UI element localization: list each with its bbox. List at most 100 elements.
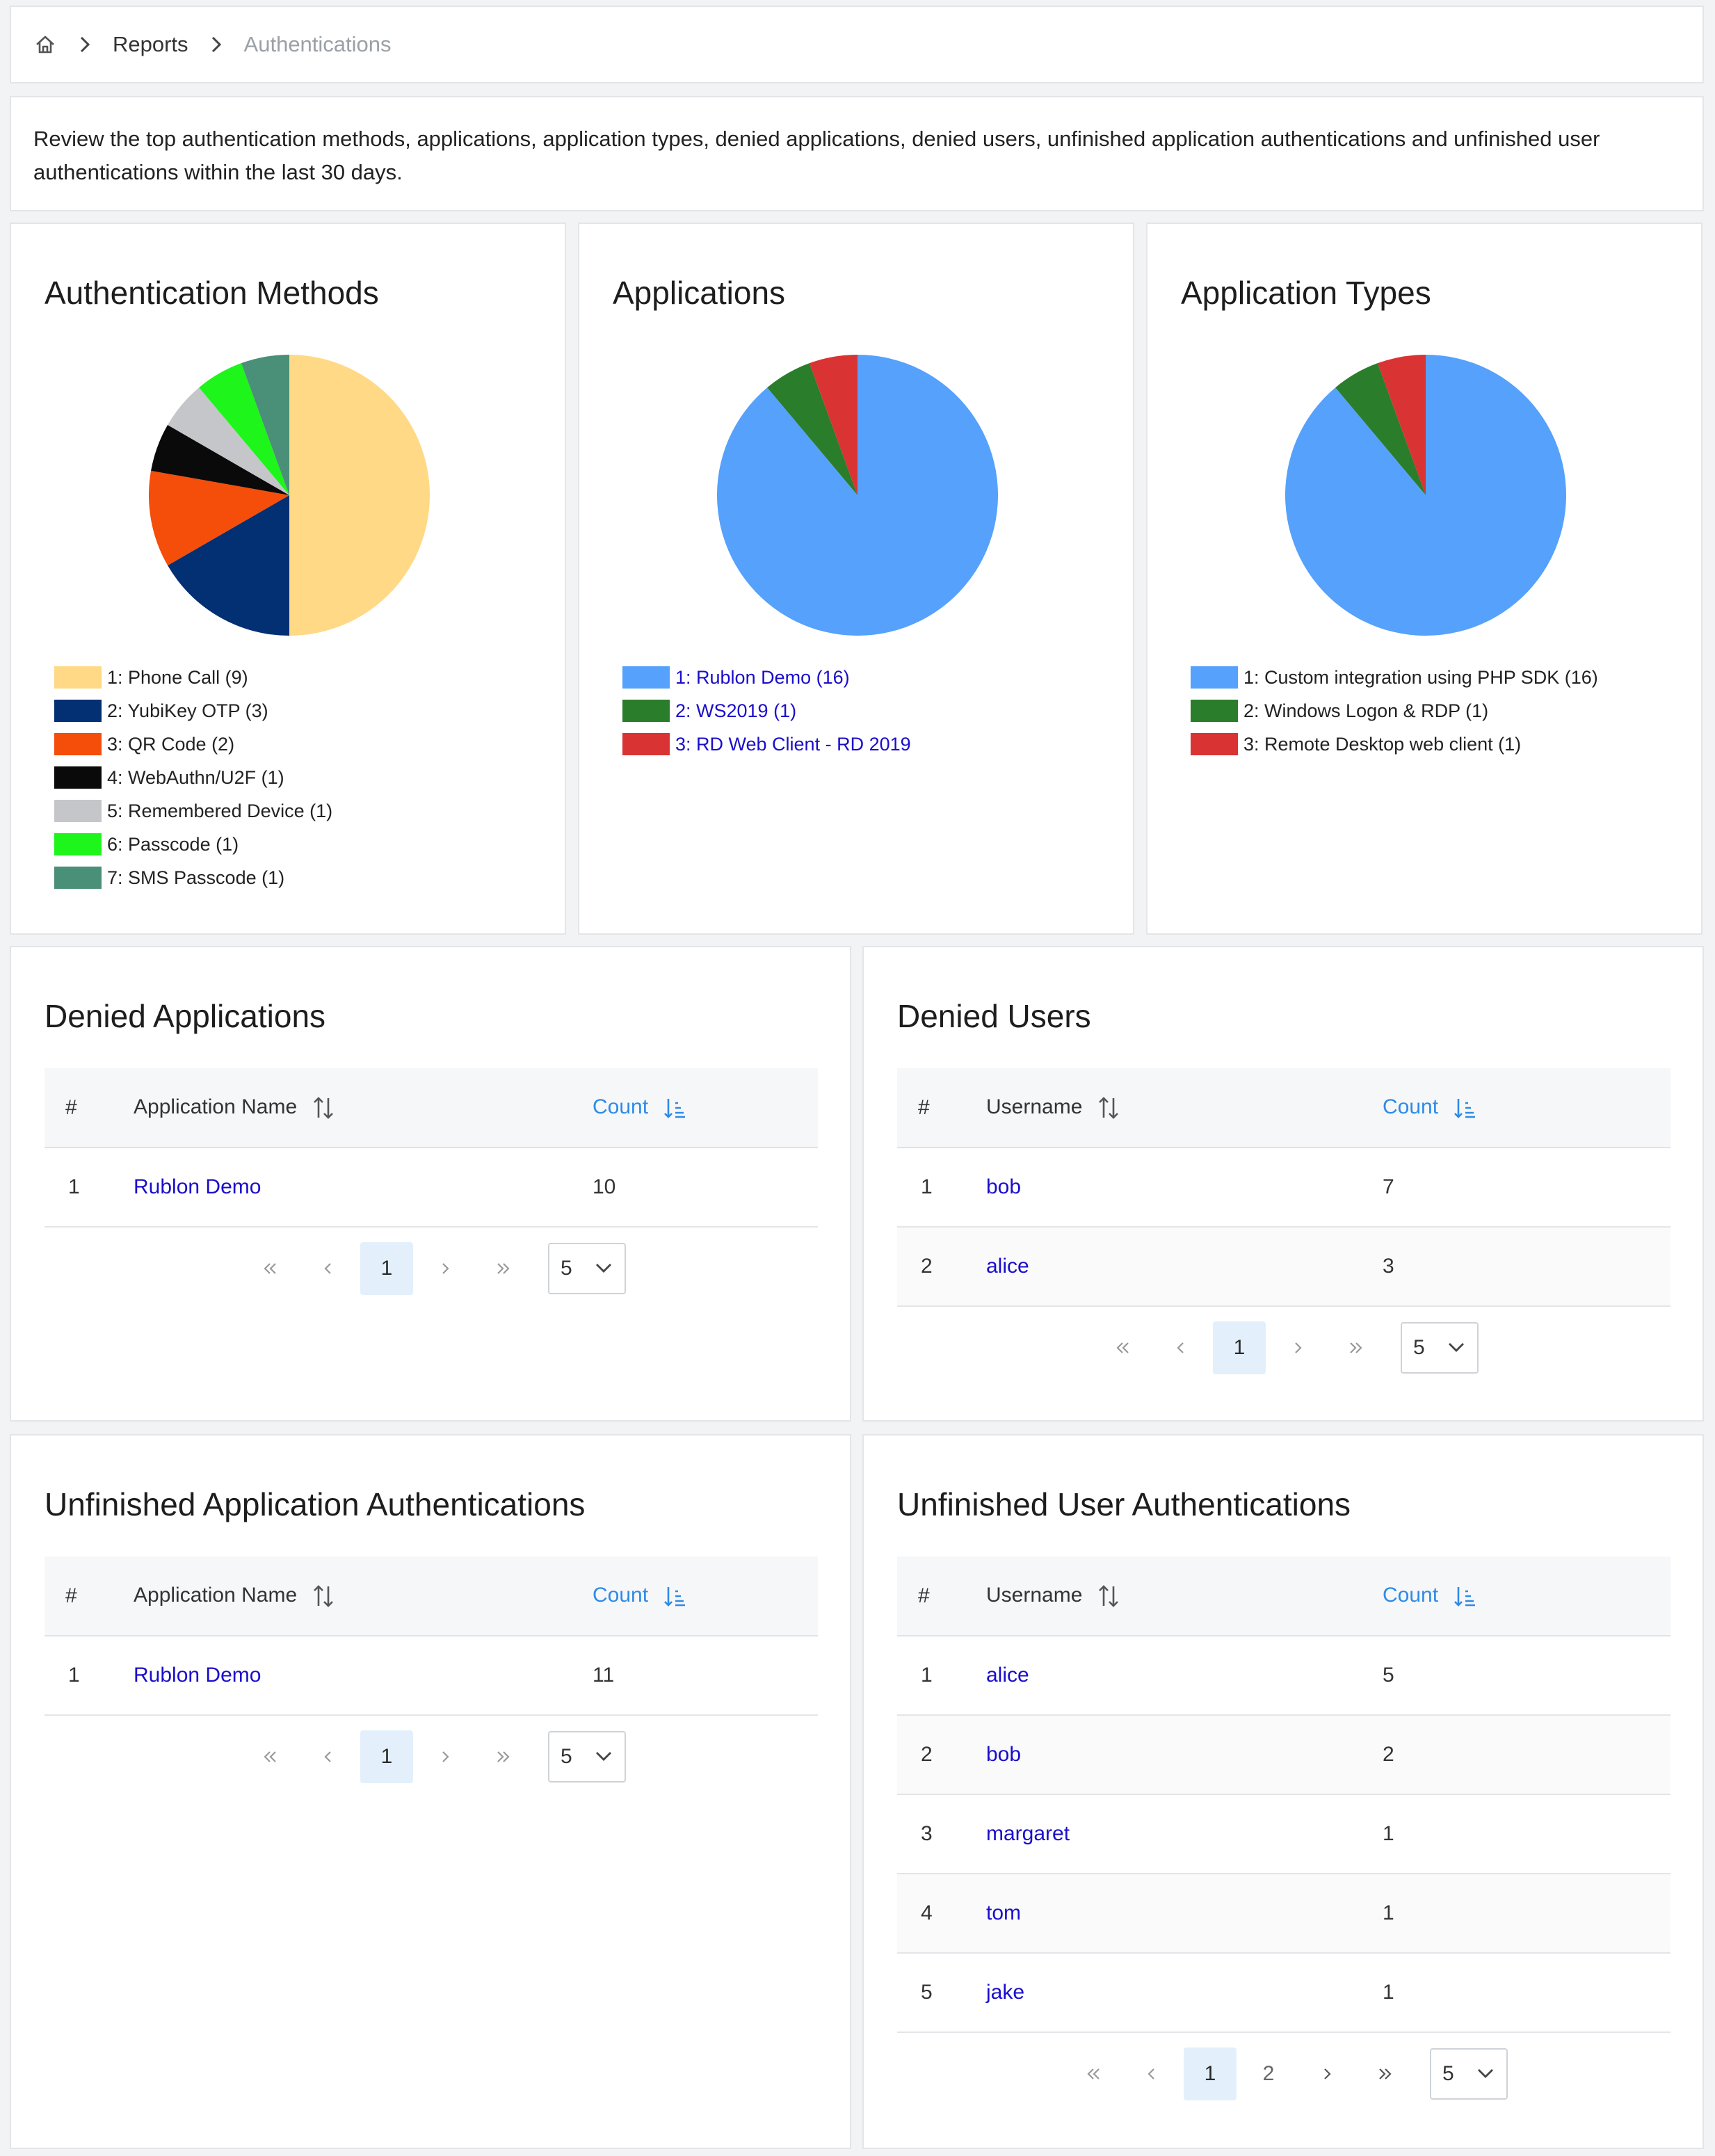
double-chevron-right-icon[interactable] — [477, 1242, 530, 1295]
row-number: 1 — [68, 1664, 80, 1687]
sort-icon[interactable] — [1096, 1583, 1121, 1609]
pie-slice — [168, 387, 289, 495]
col-number: # — [65, 1095, 77, 1119]
double-chevron-left-icon[interactable] — [1096, 1321, 1149, 1374]
description-text: Review the top authentication methods, a… — [33, 127, 1600, 184]
application-link[interactable]: Rublon Demo — [134, 1175, 261, 1198]
col-label: Username — [986, 1583, 1083, 1607]
chevron-left-icon[interactable] — [1154, 1321, 1207, 1374]
col-username[interactable]: Username — [986, 1068, 1383, 1148]
col-application-name[interactable]: Application Name — [134, 1068, 593, 1148]
col-count[interactable]: Count — [593, 1556, 818, 1636]
col-count[interactable]: Count — [593, 1068, 818, 1148]
page-button-2[interactable]: 2 — [1262, 2062, 1275, 2085]
double-chevron-left-icon[interactable] — [243, 1242, 296, 1295]
app-types-title: Application Types — [1181, 275, 1431, 311]
page-button-1[interactable]: 1 — [1184, 2048, 1237, 2100]
chevron-right-icon[interactable] — [1271, 1321, 1324, 1374]
auth-methods-card: Authentication Methods 1: Phone Call (9)… — [10, 223, 566, 935]
user-link[interactable]: jake — [986, 1981, 1025, 2004]
chevron-left-icon[interactable] — [1125, 2048, 1178, 2100]
double-chevron-right-icon[interactable] — [477, 1730, 530, 1783]
unfinished-app-auth-title: Unfinished Application Authentications — [45, 1486, 586, 1522]
legend-item[interactable]: 1: Rublon Demo (16) — [622, 661, 911, 694]
table-row: 4 tom 1 — [897, 1874, 1670, 1953]
breadcrumb-reports[interactable]: Reports — [113, 32, 188, 56]
col-number: # — [918, 1095, 930, 1119]
pie-slice — [1335, 363, 1426, 495]
user-link[interactable]: bob — [986, 1175, 1022, 1198]
breadcrumb-current: Authentications — [243, 32, 392, 56]
page-description: Review the top authentication methods, a… — [10, 96, 1704, 211]
legend-label: 2: YubiKey OTP (3) — [107, 700, 268, 721]
page-size-select[interactable]: 5 — [548, 1731, 626, 1783]
pie-slice — [809, 355, 858, 495]
sort-icon[interactable] — [311, 1583, 336, 1609]
chevron-left-icon[interactable] — [302, 1242, 355, 1295]
col-count[interactable]: Count — [1383, 1556, 1670, 1636]
pie-slice — [241, 355, 289, 495]
legend-swatch — [54, 833, 102, 855]
sort-descending-icon[interactable] — [1452, 1583, 1477, 1609]
page-button-1[interactable]: 1 — [360, 1730, 413, 1783]
page-size-value: 5 — [561, 1257, 572, 1280]
home-icon[interactable] — [33, 33, 57, 56]
legend-swatch — [622, 700, 670, 722]
double-chevron-right-icon[interactable] — [1330, 1321, 1383, 1374]
denied-applications-title: Denied Applications — [45, 998, 326, 1034]
sort-descending-icon[interactable] — [662, 1095, 687, 1121]
row-count: 5 — [1383, 1664, 1394, 1687]
page-button-1[interactable]: 1 — [360, 1242, 413, 1295]
col-label: Count — [593, 1095, 649, 1118]
legend-label: 3: QR Code (2) — [107, 733, 235, 755]
user-link[interactable]: margaret — [986, 1822, 1070, 1845]
sort-descending-icon[interactable] — [662, 1583, 687, 1609]
legend-label: 5: Remembered Device (1) — [107, 800, 333, 821]
pie-slice — [767, 363, 858, 495]
page-size-select[interactable]: 5 — [1430, 2048, 1508, 2100]
col-application-name[interactable]: Application Name — [134, 1556, 593, 1636]
sort-descending-icon[interactable] — [1452, 1095, 1477, 1121]
double-chevron-left-icon[interactable] — [1067, 2048, 1120, 2100]
row-count: 3 — [1383, 1255, 1394, 1278]
chevron-down-icon — [594, 1745, 613, 1769]
pie-slice — [199, 363, 289, 495]
row-count: 7 — [1383, 1175, 1394, 1198]
legend-item: 4: WebAuthn/U2F (1) — [54, 761, 332, 794]
double-chevron-right-icon[interactable] — [1359, 2048, 1412, 2100]
col-number: # — [65, 1584, 77, 1607]
chevron-right-icon[interactable] — [419, 1242, 472, 1295]
pie-slice — [1377, 355, 1426, 495]
legend-item: 3: Remote Desktop web client (1) — [1191, 727, 1598, 761]
page-size-value: 5 — [561, 1745, 572, 1768]
double-chevron-left-icon[interactable] — [243, 1730, 296, 1783]
page-button-1[interactable]: 1 — [1213, 1321, 1266, 1374]
legend-item[interactable]: 2: WS2019 (1) — [622, 694, 911, 727]
legend-label: 2: WS2019 (1) — [675, 700, 797, 721]
legend-label: 6: Passcode (1) — [107, 833, 239, 855]
sort-icon[interactable] — [1096, 1095, 1121, 1121]
row-number: 1 — [68, 1175, 80, 1198]
legend-label: 1: Rublon Demo (16) — [675, 666, 850, 688]
col-username[interactable]: Username — [986, 1556, 1383, 1636]
chevron-left-icon[interactable] — [302, 1730, 355, 1783]
application-link[interactable]: Rublon Demo — [134, 1664, 261, 1687]
user-link[interactable]: alice — [986, 1255, 1029, 1278]
legend-swatch — [54, 700, 102, 722]
legend-item[interactable]: 3: RD Web Client - RD 2019 — [622, 727, 911, 761]
col-label: Count — [593, 1583, 649, 1607]
chevron-right-icon[interactable] — [419, 1730, 472, 1783]
user-link[interactable]: bob — [986, 1743, 1022, 1766]
page-size-select[interactable]: 5 — [548, 1243, 626, 1294]
denied-applications-table: # Application Name Count 1 Rublon Demo 1… — [45, 1068, 818, 1228]
page-size-select[interactable]: 5 — [1401, 1322, 1479, 1374]
user-link[interactable]: tom — [986, 1901, 1022, 1924]
pie-slice — [168, 495, 289, 636]
col-count[interactable]: Count — [1383, 1068, 1670, 1148]
user-link[interactable]: alice — [986, 1664, 1029, 1687]
sort-icon[interactable] — [311, 1095, 336, 1121]
pagination: 1 5 — [1096, 1321, 1479, 1374]
chevron-right-icon[interactable] — [1301, 2048, 1353, 2100]
row-number: 2 — [921, 1743, 933, 1766]
legend-item: 2: Windows Logon & RDP (1) — [1191, 694, 1598, 727]
